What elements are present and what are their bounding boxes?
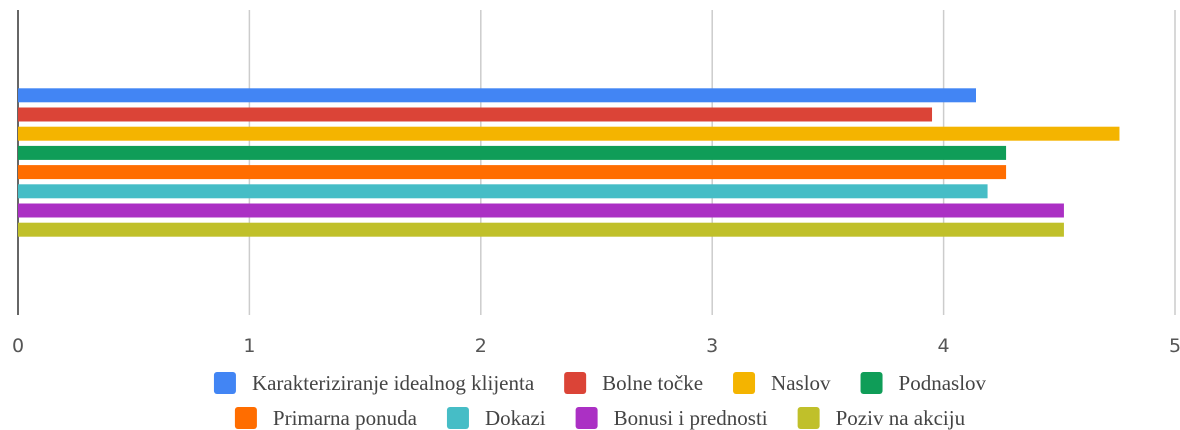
legend-swatch [575, 407, 598, 429]
legend-label: Poziv na akciju [836, 406, 966, 430]
bar [18, 165, 1007, 180]
bar [18, 126, 1120, 141]
legend-swatch [234, 407, 257, 429]
legend-swatch [213, 372, 236, 394]
legend-swatch [564, 372, 587, 394]
legend-row: Primarna ponuda Dokazi Bonusi i prednosti P… [234, 406, 966, 430]
bar [18, 88, 976, 103]
legend-swatch [446, 407, 469, 429]
x-tick-label: 3 [706, 335, 718, 357]
x-tick-label: 1 [243, 335, 255, 357]
bar [18, 145, 1007, 160]
bar [18, 184, 988, 199]
legend-label: Naslov [771, 371, 831, 395]
legend-label: Dokazi [485, 406, 546, 430]
legend-label: Bolne točke [602, 371, 703, 395]
x-tick-label: 2 [475, 335, 487, 357]
x-tick-label: 4 [938, 335, 950, 357]
bar [18, 222, 1064, 237]
legend-swatch [860, 372, 883, 394]
legend-swatch [797, 407, 820, 429]
x-tick-label: 0 [12, 335, 24, 357]
bar [18, 107, 933, 122]
legend-row: Karakteriziranje idealnog klijenta Bolne … [213, 371, 987, 395]
legend-swatch [733, 372, 756, 394]
x-tick-label: 5 [1169, 335, 1180, 357]
legend-label: Podnaslov [899, 371, 987, 395]
legend-label: Bonusi i prednosti [614, 406, 768, 430]
bar [18, 203, 1064, 218]
legend-label: Primarna ponuda [273, 406, 418, 430]
legend-label: Karakteriziranje idealnog klijenta [252, 371, 535, 395]
